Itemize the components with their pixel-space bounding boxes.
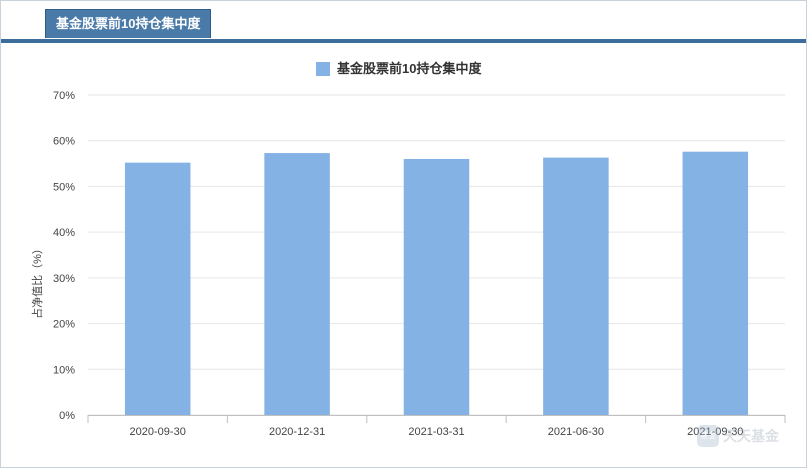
y-tick-label: 60% (53, 136, 75, 148)
watermark-text: 天天基金 (723, 430, 779, 445)
y-tick-label: 30% (53, 273, 75, 285)
bar[interactable] (264, 153, 330, 416)
x-tick-label: 2021-03-31 (408, 426, 464, 438)
bar[interactable] (682, 151, 749, 415)
fund-logo-icon: 基金 (697, 425, 719, 447)
y-tick-label: 20% (53, 319, 75, 331)
y-tick-label: 40% (53, 227, 75, 239)
legend-label: 基金股票前10持仓集中度 (336, 61, 482, 76)
bar-chart: 基金股票前10持仓集中度 占净值比（%） 0% 10% 20% 30% 40% 50% 60… (30, 61, 786, 438)
bar[interactable] (543, 157, 609, 415)
y-tick-label: 0% (59, 410, 75, 422)
legend[interactable]: 基金股票前10持仓集中度 (316, 61, 482, 76)
watermark-logo: 基金 天天基金 (697, 425, 779, 447)
tab-bar: 基金股票前10持仓集中度 (1, 1, 806, 43)
y-axis-label: 占净值比（%） (30, 243, 44, 319)
y-tick-label: 50% (53, 181, 75, 193)
bar[interactable] (403, 159, 470, 415)
tab-holding-concentration[interactable]: 基金股票前10持仓集中度 (45, 9, 212, 38)
chart-area: 基金股票前10持仓集中度 占净值比（%） 0% 10% 20% 30% 40% 50% 60… (1, 43, 806, 467)
x-tick-label: 2020-12-31 (269, 426, 325, 438)
x-tick-label: 2021-09-30 (687, 426, 743, 438)
y-tick-label: 10% (53, 364, 75, 376)
x-tick-label: 2021-06-30 (548, 426, 604, 438)
bar[interactable] (124, 162, 191, 415)
y-tick-label: 70% (53, 90, 75, 102)
legend-swatch (316, 62, 330, 76)
x-tick-label: 2020-09-30 (130, 426, 186, 438)
